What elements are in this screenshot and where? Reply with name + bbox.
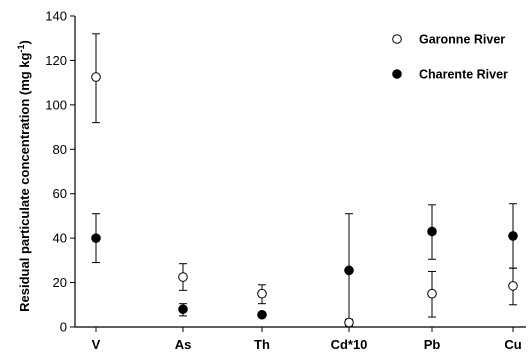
x-tick-label: Pb bbox=[424, 337, 441, 352]
data-points bbox=[91, 72, 518, 328]
x-tick-label: As bbox=[175, 337, 192, 352]
charente-point bbox=[178, 304, 188, 315]
y-tick-label: 80 bbox=[53, 142, 67, 157]
x-tick-label: Cd*10 bbox=[331, 337, 368, 352]
charente-point bbox=[344, 265, 354, 276]
legend-label: Garonne River bbox=[419, 33, 505, 47]
y-tick-label: 60 bbox=[53, 186, 67, 201]
garonne-point bbox=[91, 72, 101, 82]
garonne-point bbox=[508, 281, 518, 291]
y-tick-label: 20 bbox=[53, 275, 67, 290]
x-ticks: V As Th Cd*10 Pb Cu bbox=[92, 327, 522, 352]
garonne-point bbox=[178, 272, 188, 282]
garonne-point bbox=[344, 317, 354, 328]
garonne-point bbox=[257, 288, 267, 299]
legend-filled-circle-icon bbox=[392, 69, 402, 79]
legend-label: Charente River bbox=[419, 68, 508, 82]
axes bbox=[74, 16, 526, 328]
y-tick-label: 120 bbox=[45, 53, 67, 68]
charente-point bbox=[508, 231, 518, 241]
y-axis-label: Residual particulate concentration (mg k… bbox=[16, 40, 32, 312]
y-tick-label: 40 bbox=[53, 231, 67, 246]
x-tick-label: V bbox=[92, 337, 101, 352]
y-tick-label: 100 bbox=[45, 97, 67, 112]
garonne-point bbox=[427, 288, 437, 299]
x-tick-label: Th bbox=[254, 337, 270, 352]
charente-point bbox=[257, 309, 267, 320]
y-ticks: 0 20 40 60 80 100 120 140 bbox=[45, 9, 75, 335]
charente-point bbox=[427, 226, 437, 237]
x-tick-label: Cu bbox=[504, 337, 521, 352]
charente-point bbox=[91, 233, 101, 243]
y-tick-label: 0 bbox=[60, 320, 67, 335]
y-tick-label: 140 bbox=[45, 9, 67, 24]
legend-open-circle-icon bbox=[392, 34, 402, 44]
legend: Garonne River Charente River bbox=[392, 33, 508, 82]
